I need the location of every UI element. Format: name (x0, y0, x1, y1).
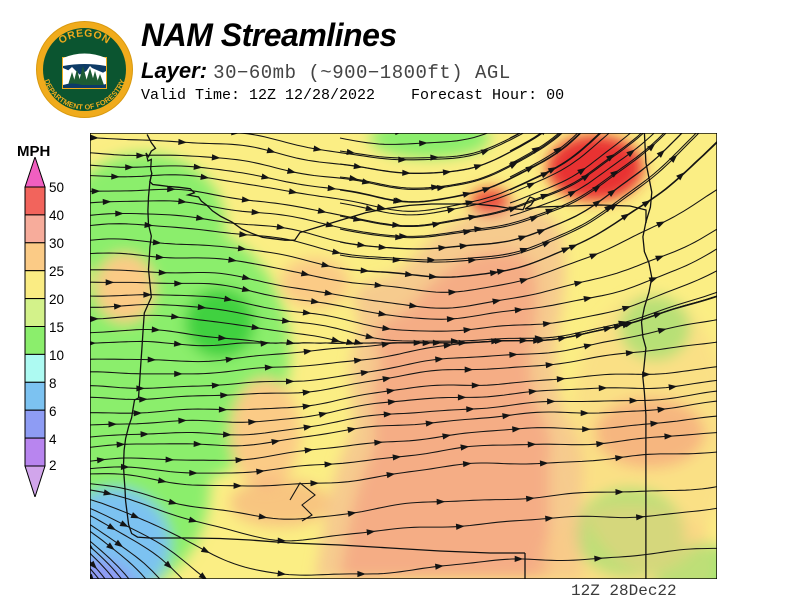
svg-text:2: 2 (49, 458, 57, 473)
svg-text:40: 40 (49, 208, 64, 223)
svg-text:50: 50 (49, 180, 64, 195)
svg-text:20: 20 (49, 292, 64, 307)
svg-text:8: 8 (49, 376, 57, 391)
svg-text:4: 4 (49, 432, 57, 447)
svg-text:6: 6 (49, 404, 57, 419)
svg-text:10: 10 (49, 348, 64, 363)
svg-text:25: 25 (49, 264, 64, 279)
svg-text:30: 30 (49, 236, 64, 251)
svg-text:15: 15 (49, 320, 64, 335)
